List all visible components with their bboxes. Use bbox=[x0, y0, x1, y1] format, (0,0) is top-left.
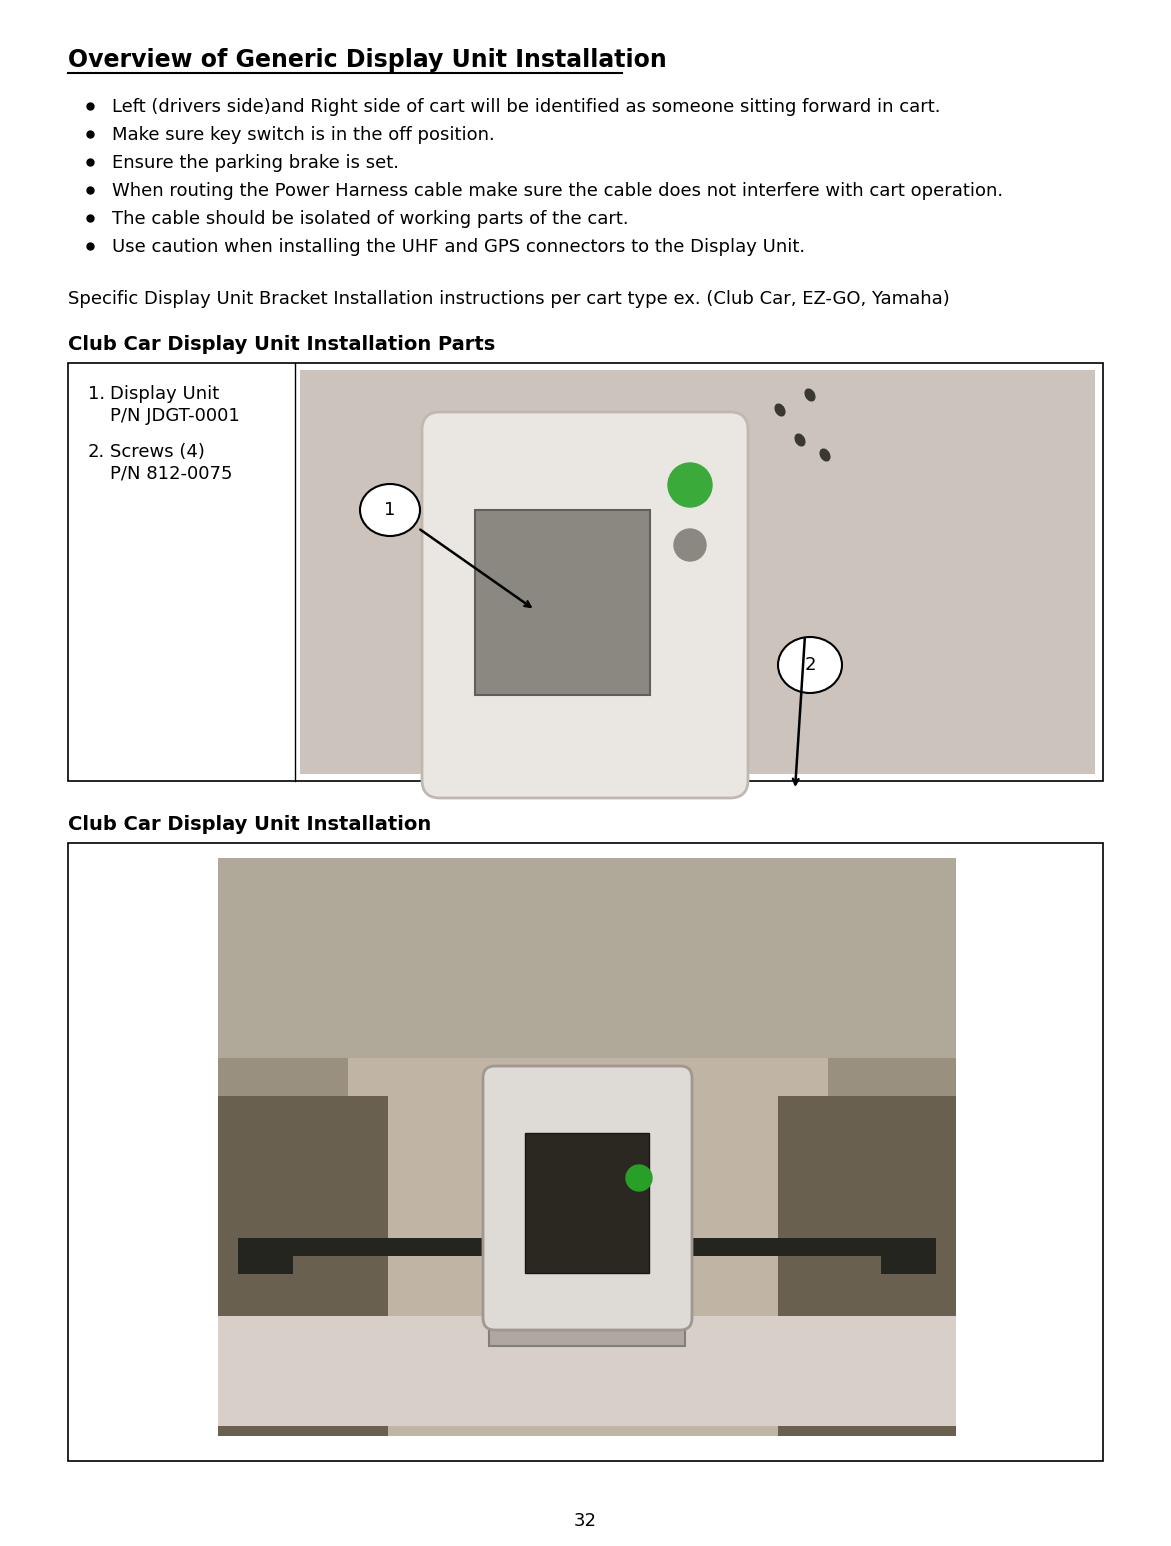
Ellipse shape bbox=[778, 637, 842, 693]
Text: P/N 812-0075: P/N 812-0075 bbox=[110, 465, 233, 482]
Text: Make sure key switch is in the off position.: Make sure key switch is in the off posit… bbox=[112, 127, 495, 144]
Text: 1: 1 bbox=[384, 501, 396, 519]
Bar bbox=[238, 1238, 293, 1274]
Bar bbox=[68, 843, 1103, 1461]
Text: Club Car Display Unit Installation: Club Car Display Unit Installation bbox=[68, 815, 431, 833]
Bar bbox=[300, 369, 1095, 775]
Text: When routing the Power Harness cable make sure the cable does not interfere with: When routing the Power Harness cable mak… bbox=[112, 182, 1004, 199]
Text: Specific Display Unit Bracket Installation instructions per cart type ex. (Club : Specific Display Unit Bracket Installati… bbox=[68, 291, 950, 308]
Bar bbox=[218, 858, 956, 1436]
Text: 2: 2 bbox=[804, 656, 816, 674]
Text: Screws (4): Screws (4) bbox=[110, 444, 205, 461]
Text: Display Unit: Display Unit bbox=[110, 385, 219, 404]
Circle shape bbox=[667, 462, 712, 507]
Text: 32: 32 bbox=[574, 1512, 596, 1531]
Bar bbox=[881, 1238, 936, 1274]
Bar bbox=[218, 1096, 388, 1436]
Bar bbox=[525, 1133, 649, 1272]
Text: 2.: 2. bbox=[88, 444, 105, 461]
Text: Club Car Display Unit Installation Parts: Club Car Display Unit Installation Parts bbox=[68, 335, 495, 354]
Text: Use caution when installing the UHF and GPS connectors to the Display Unit.: Use caution when installing the UHF and … bbox=[112, 238, 806, 257]
Ellipse shape bbox=[820, 448, 830, 462]
Bar bbox=[475, 510, 650, 696]
Text: Ensure the parking brake is set.: Ensure the parking brake is set. bbox=[112, 155, 399, 172]
Ellipse shape bbox=[774, 404, 786, 416]
Bar bbox=[348, 858, 828, 1436]
Bar bbox=[238, 1238, 936, 1255]
Bar bbox=[218, 858, 956, 1057]
Bar bbox=[489, 1303, 685, 1347]
Text: The cable should be isolated of working parts of the cart.: The cable should be isolated of working … bbox=[112, 210, 629, 227]
Ellipse shape bbox=[804, 388, 815, 402]
Bar bbox=[68, 363, 1103, 781]
Ellipse shape bbox=[794, 433, 806, 447]
Text: Left (drivers side)and Right side of cart will be identified as someone sitting : Left (drivers side)and Right side of car… bbox=[112, 97, 940, 116]
FancyBboxPatch shape bbox=[482, 1067, 692, 1330]
Ellipse shape bbox=[359, 484, 420, 536]
FancyBboxPatch shape bbox=[422, 411, 748, 798]
Circle shape bbox=[674, 529, 706, 561]
Text: 1.: 1. bbox=[88, 385, 105, 404]
Bar bbox=[218, 1316, 956, 1425]
Bar bbox=[778, 1096, 956, 1436]
Circle shape bbox=[626, 1166, 652, 1190]
Text: P/N JDGT-0001: P/N JDGT-0001 bbox=[110, 407, 240, 425]
Text: Overview of Generic Display Unit Installation: Overview of Generic Display Unit Install… bbox=[68, 48, 666, 73]
